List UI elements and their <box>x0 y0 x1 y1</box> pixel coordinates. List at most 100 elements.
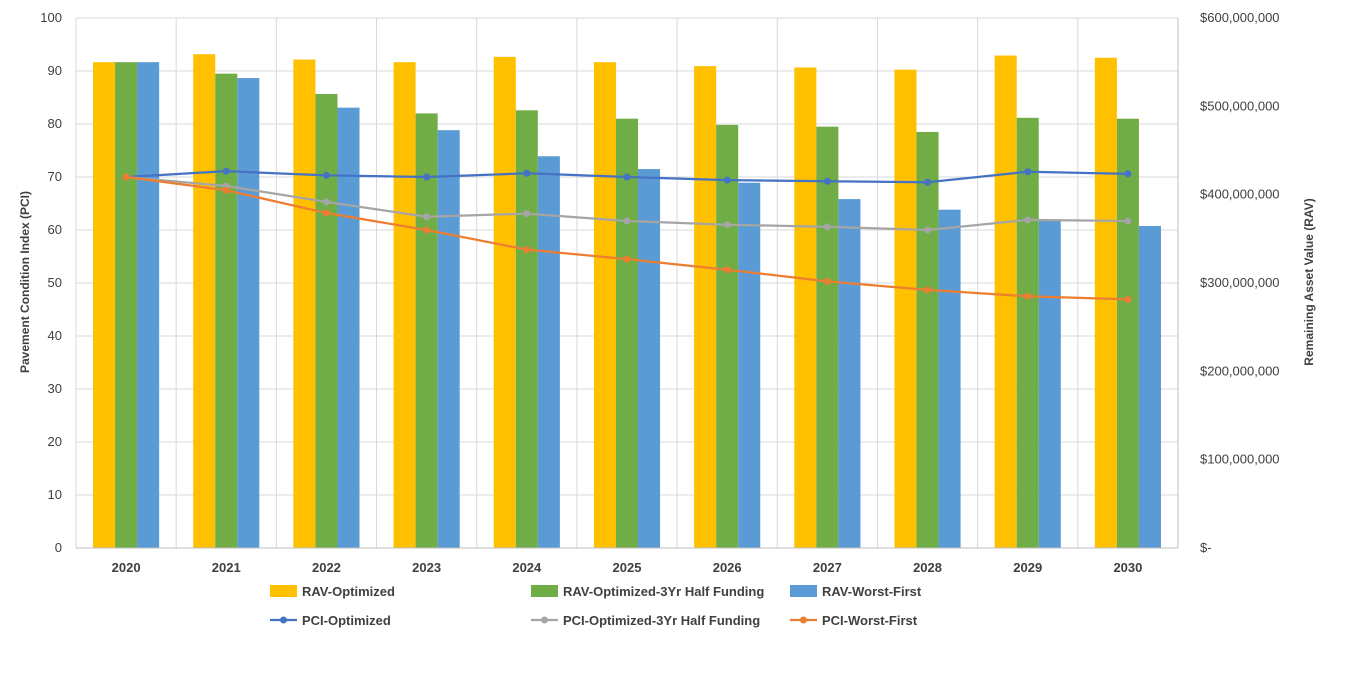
line-point <box>723 221 731 229</box>
bar <box>794 67 817 548</box>
y-tick-label: 80 <box>48 116 62 131</box>
x-tick-label: 2028 <box>913 560 942 575</box>
legend-label: PCI-Worst-First <box>822 613 918 628</box>
bar <box>293 59 316 549</box>
y2-tick-label: $- <box>1200 540 1212 555</box>
y2-axis-title: Remaining Asset Value (RAV) <box>1302 198 1316 365</box>
bar <box>716 124 739 548</box>
bar <box>916 131 939 548</box>
tick-labels: 0102030405060708090100$-$100,000,000$200… <box>40 10 1279 575</box>
x-tick-label: 2030 <box>1113 560 1142 575</box>
bar <box>1116 118 1139 548</box>
bar <box>816 126 839 549</box>
bar <box>1016 117 1039 549</box>
line-point <box>423 226 431 234</box>
bar <box>493 56 516 548</box>
axes <box>76 18 1179 549</box>
bar <box>215 73 238 549</box>
line-point <box>523 169 531 177</box>
legend-marker <box>800 616 807 624</box>
x-tick-label: 2026 <box>713 560 742 575</box>
line-point <box>723 266 731 274</box>
y2-tick-label: $300,000,000 <box>1200 275 1280 290</box>
line-point <box>1124 295 1132 303</box>
legend-label: PCI-Optimized <box>302 613 391 628</box>
y2-tick-label: $600,000,000 <box>1200 10 1280 25</box>
x-tick-label: 2025 <box>613 560 642 575</box>
bar <box>938 209 961 548</box>
legend-swatch <box>270 585 297 597</box>
line-point <box>823 177 831 185</box>
line-point <box>423 173 431 181</box>
line-point <box>322 209 330 217</box>
line-point <box>1024 292 1032 300</box>
line-point <box>423 213 431 221</box>
bar <box>1094 57 1117 548</box>
y-tick-label: 40 <box>48 328 62 343</box>
y2-tick-label: $200,000,000 <box>1200 363 1280 378</box>
line-point <box>1124 170 1132 178</box>
x-tick-label: 2022 <box>312 560 341 575</box>
line-point <box>823 277 831 285</box>
bar <box>615 118 639 548</box>
line-point <box>623 173 631 181</box>
line-point <box>322 198 330 206</box>
bar <box>1038 219 1061 548</box>
line-point <box>623 217 631 225</box>
y2-tick-label: $100,000,000 <box>1200 452 1280 467</box>
bar <box>1138 226 1161 548</box>
x-tick-label: 2023 <box>412 560 441 575</box>
line-point <box>723 176 731 184</box>
line-point <box>924 178 932 186</box>
line-point <box>623 255 631 263</box>
line-point <box>222 186 230 194</box>
legend-label: RAV-Optimized <box>302 584 395 599</box>
bar <box>694 66 717 549</box>
legend-marker <box>541 616 548 624</box>
bar <box>193 54 216 548</box>
x-tick-label: 2021 <box>212 560 241 575</box>
y-tick-label: 60 <box>48 222 62 237</box>
y2-tick-label: $500,000,000 <box>1200 98 1280 113</box>
bar <box>393 62 416 549</box>
legend-label: PCI-Optimized-3Yr Half Funding <box>563 613 760 628</box>
y-tick-label: 30 <box>48 381 62 396</box>
y-tick-label: 20 <box>48 434 62 449</box>
legend-swatch <box>790 585 817 597</box>
bar <box>137 62 160 549</box>
y2-tick-label: $400,000,000 <box>1200 187 1280 202</box>
line-point <box>924 226 932 234</box>
x-tick-label: 2027 <box>813 560 842 575</box>
line-point <box>823 223 831 231</box>
bar <box>437 130 460 548</box>
bar <box>515 110 538 548</box>
y-tick-label: 0 <box>55 540 62 555</box>
line-point <box>322 171 330 179</box>
bar <box>93 62 116 549</box>
bar <box>115 62 138 549</box>
bar <box>315 93 338 548</box>
line-point <box>1024 216 1032 224</box>
bar <box>994 55 1017 549</box>
bar <box>638 169 661 549</box>
bar <box>537 156 560 548</box>
line-point <box>924 286 932 294</box>
bars <box>93 54 1161 549</box>
y-tick-label: 90 <box>48 63 62 78</box>
line-point <box>523 246 531 254</box>
line-point <box>1124 217 1132 225</box>
bar <box>237 78 260 549</box>
y-tick-label: 70 <box>48 169 62 184</box>
y-tick-label: 50 <box>48 275 62 290</box>
bar <box>415 113 438 549</box>
x-tick-label: 2029 <box>1013 560 1042 575</box>
legend-marker <box>280 616 287 624</box>
y-tick-label: 100 <box>40 10 62 25</box>
bar <box>894 69 917 549</box>
y-tick-label: 10 <box>48 487 62 502</box>
legend-swatch <box>531 585 558 597</box>
line-point <box>222 167 230 175</box>
bar <box>337 107 360 549</box>
legend-label: RAV-Optimized-3Yr Half Funding <box>563 584 764 599</box>
